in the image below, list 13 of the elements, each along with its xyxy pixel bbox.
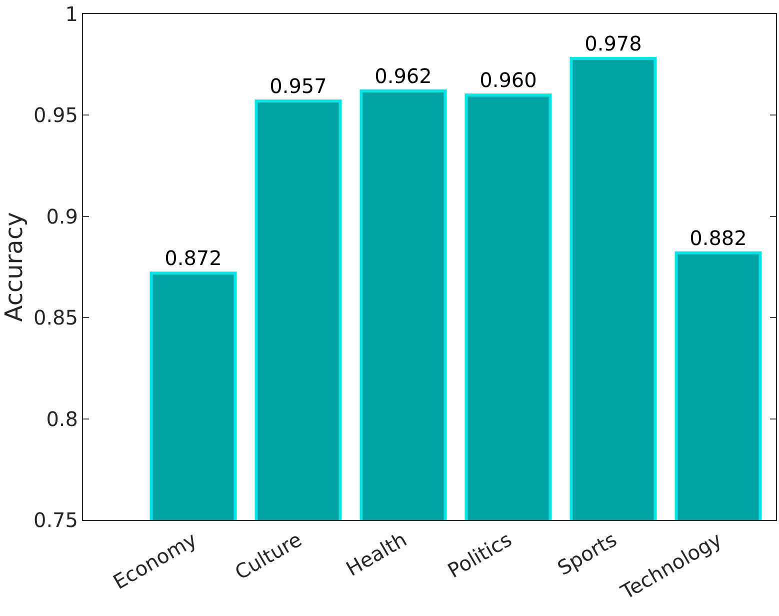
y-tick-label: 0.75	[33, 508, 78, 532]
y-axis-title: Accuracy	[0, 212, 28, 322]
data-label: 0.960	[480, 68, 537, 92]
data-label: 0.872	[164, 246, 222, 270]
y-tick-label: 1	[65, 2, 78, 26]
y-tick-label: 0.95	[33, 103, 78, 128]
data-label: 0.882	[690, 226, 747, 250]
data-label: 0.962	[374, 64, 432, 88]
y-tick-label: 0.85	[33, 306, 78, 330]
y-tick-label: 0.9	[46, 204, 78, 228]
y-tick-label: 0.8	[46, 406, 78, 431]
data-label: 0.957	[270, 74, 327, 98]
data-label: 0.978	[584, 32, 642, 56]
